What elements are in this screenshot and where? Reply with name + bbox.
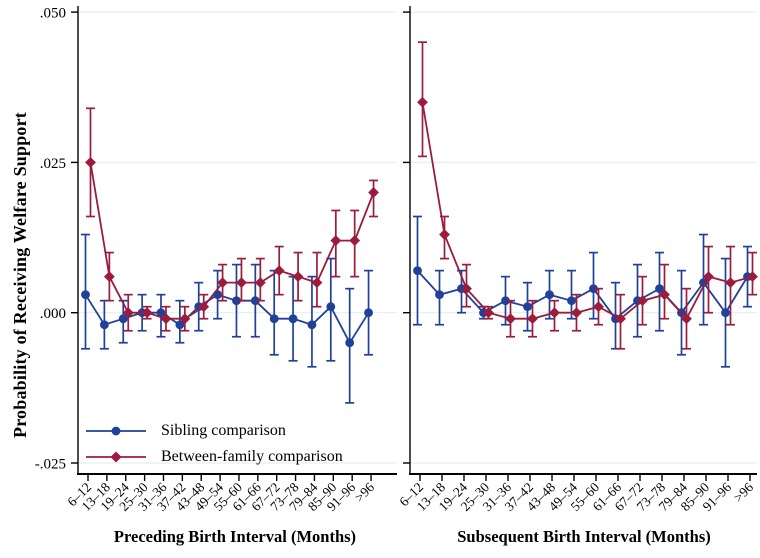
series-between-family [85, 107, 379, 332]
marker-diamond [527, 313, 538, 325]
series-line [416, 269, 749, 320]
marker-diamond [659, 289, 670, 301]
marker-circle [118, 314, 128, 324]
between-family-line-diamond-icon [86, 451, 146, 462]
sibling-line-circle-icon [86, 426, 146, 435]
marker-circle [250, 296, 260, 306]
marker-circle [655, 284, 664, 294]
marker-circle [721, 308, 730, 318]
x-tick-label: >96 [352, 479, 378, 505]
marker-circle [269, 314, 279, 324]
marker-circle [345, 338, 355, 348]
legend-entry-between-family: Between-family comparison [84, 445, 343, 468]
marker-circle [523, 302, 532, 312]
marker-diamond [571, 307, 582, 319]
marker-diamond [615, 313, 626, 325]
legend-label-sibling: Sibling comparison [161, 421, 286, 439]
marker-circle [413, 266, 422, 276]
y-tick-label: .050 [40, 6, 66, 22]
marker-circle [99, 320, 109, 330]
series-line [421, 102, 753, 321]
marker-diamond [368, 187, 379, 198]
marker-circle [545, 290, 554, 300]
y-tick-label: .000 [40, 306, 66, 322]
marker-circle [501, 296, 510, 306]
panel-right: 6–1213–1819–2425–3031–3637–4243–4849–545… [396, 6, 758, 514]
marker-diamond [725, 277, 736, 289]
marker-circle [326, 302, 336, 312]
marker-diamond [236, 277, 247, 289]
marker-diamond [637, 295, 648, 307]
marker-diamond [85, 157, 96, 168]
legend-label-between-family: Between-family comparison [161, 447, 343, 465]
y-tick-label: -.025 [35, 457, 66, 473]
series-sibling [81, 233, 374, 404]
y-tick-label: .025 [40, 156, 66, 172]
marker-diamond [122, 307, 134, 319]
legend: Sibling comparison Between-family compar… [84, 419, 343, 468]
marker-diamond [292, 271, 304, 283]
marker-diamond [593, 301, 604, 313]
marker-diamond [349, 235, 361, 246]
marker-diamond [703, 271, 714, 283]
panel-left: .050.025.000-.0256–1213–1819–2425–3031–3… [35, 6, 397, 514]
marker-circle [364, 308, 373, 318]
marker-diamond [681, 313, 692, 325]
marker-diamond [217, 277, 228, 289]
y-axis-title: Probability of Receiving Welfare Support [10, 112, 30, 438]
marker-circle [232, 296, 241, 306]
marker-diamond [103, 271, 115, 283]
x-axis-title-left: Preceding Birth Interval (Months) [113, 527, 357, 546]
marker-diamond [254, 277, 266, 289]
marker-diamond [311, 277, 323, 289]
marker-diamond [160, 313, 172, 325]
series-between-family [417, 41, 758, 350]
marker-circle [156, 308, 166, 318]
marker-diamond [461, 283, 472, 295]
marker-diamond [549, 307, 560, 319]
marker-diamond [330, 235, 342, 246]
marker-diamond [747, 271, 758, 283]
x-axis-title-right: Subsequent Birth Interval (Months) [457, 527, 711, 546]
marker-diamond [483, 307, 494, 319]
marker-diamond [417, 96, 428, 108]
marker-circle [435, 290, 444, 300]
marker-circle [175, 320, 185, 330]
series-sibling [413, 215, 752, 368]
marker-diamond [505, 313, 516, 325]
marker-diamond [141, 307, 153, 319]
x-tick-label: >96 [731, 479, 757, 505]
marker-diamond [179, 313, 191, 325]
marker-diamond [273, 265, 285, 277]
marker-circle [567, 296, 576, 306]
series-line [84, 293, 370, 345]
marker-diamond [198, 301, 210, 313]
legend-entry-sibling: Sibling comparison [84, 419, 343, 442]
marker-circle [589, 284, 598, 294]
marker-circle [307, 320, 317, 330]
marker-diamond [439, 229, 450, 240]
marker-circle [288, 314, 298, 324]
marker-circle [81, 290, 90, 300]
series-line [89, 162, 375, 320]
